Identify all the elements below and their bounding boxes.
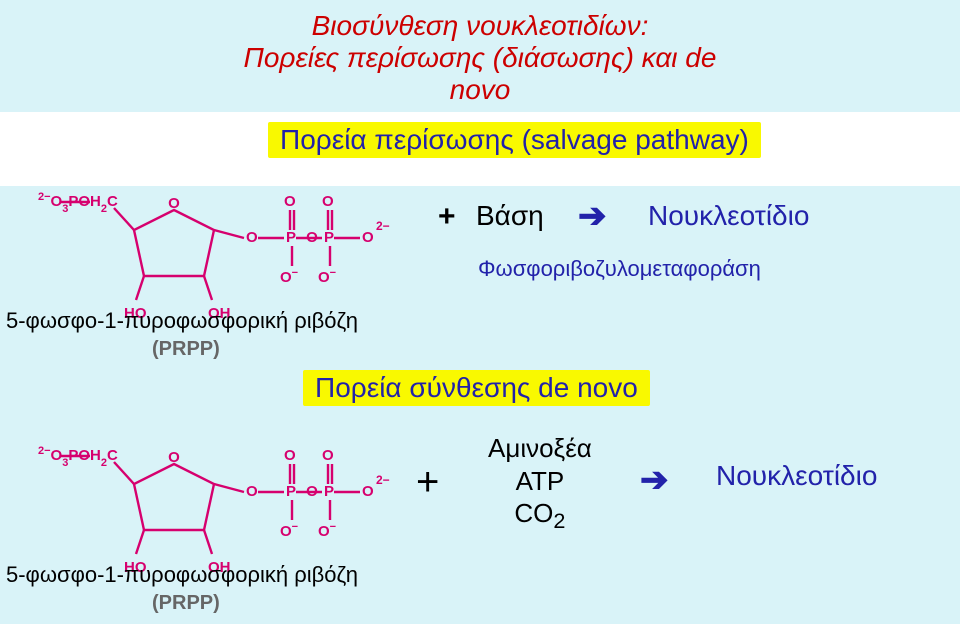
svg-text:O: O bbox=[284, 447, 296, 464]
svg-text:O: O bbox=[246, 229, 258, 246]
enzyme-label: Φωσφοριβοζυλομεταφοράση bbox=[478, 256, 761, 282]
svg-text:P: P bbox=[324, 229, 334, 246]
svg-text:O: O bbox=[362, 483, 374, 500]
denovo-plus: + bbox=[416, 460, 439, 505]
svg-text:P: P bbox=[324, 483, 334, 500]
svg-text:O: O bbox=[284, 193, 296, 210]
svg-text:2−: 2− bbox=[376, 219, 390, 233]
ribose-label-2: 5-φωσφο-1-πυροφωσφορική ριβόζη bbox=[6, 562, 358, 588]
svg-text:O: O bbox=[168, 449, 180, 466]
denovo-product: Νουκλεοτίδιο bbox=[716, 460, 877, 492]
prpp-label-1: (PRPP) bbox=[152, 338, 220, 361]
salvage-product: Νουκλεοτίδιο bbox=[648, 200, 809, 232]
ribose-label-1: 5-φωσφο-1-πυροφωσφορική ριβόζη bbox=[6, 308, 358, 334]
salvage-base: Βάση bbox=[476, 200, 544, 232]
svg-text:O: O bbox=[168, 195, 180, 212]
salvage-arrow-icon: ➔ bbox=[578, 196, 607, 236]
salvage-plus: + bbox=[438, 200, 456, 234]
prpp-label-2: (PRPP) bbox=[152, 592, 220, 615]
salvage-heading: Πορεία περίσωσης (salvage pathway) bbox=[268, 122, 761, 158]
svg-text:O: O bbox=[322, 193, 334, 210]
svg-text:O: O bbox=[306, 229, 318, 246]
title-line2: Πορείες περίσωσης (διάσωσης) και de novo bbox=[240, 42, 720, 106]
svg-text:2−: 2− bbox=[376, 473, 390, 487]
page-title: Βιοσύνθεση νουκλεοτιδίων: Πορείες περίσω… bbox=[240, 10, 720, 106]
denovo-arrow-icon: ➔ bbox=[640, 460, 669, 500]
denovo-inputs: ΑμινοξέαATPCO2 bbox=[488, 432, 592, 534]
svg-text:2−O3POH2C: 2−O3POH2C bbox=[38, 445, 118, 469]
svg-text:O: O bbox=[362, 229, 374, 246]
denovo-heading: Πορεία σύνθεσης de novo bbox=[303, 370, 650, 406]
svg-text:O−: O− bbox=[280, 521, 298, 540]
svg-text:2−O3POH2C: 2−O3POH2C bbox=[38, 191, 118, 215]
svg-text:O: O bbox=[246, 483, 258, 500]
svg-text:P: P bbox=[286, 229, 296, 246]
svg-text:O−: O− bbox=[318, 521, 336, 540]
title-line1: Βιοσύνθεση νουκλεοτιδίων: bbox=[240, 10, 720, 42]
svg-text:O−: O− bbox=[318, 267, 336, 286]
svg-text:O: O bbox=[322, 447, 334, 464]
svg-text:P: P bbox=[286, 483, 296, 500]
svg-text:O−: O− bbox=[280, 267, 298, 286]
svg-text:O: O bbox=[306, 483, 318, 500]
